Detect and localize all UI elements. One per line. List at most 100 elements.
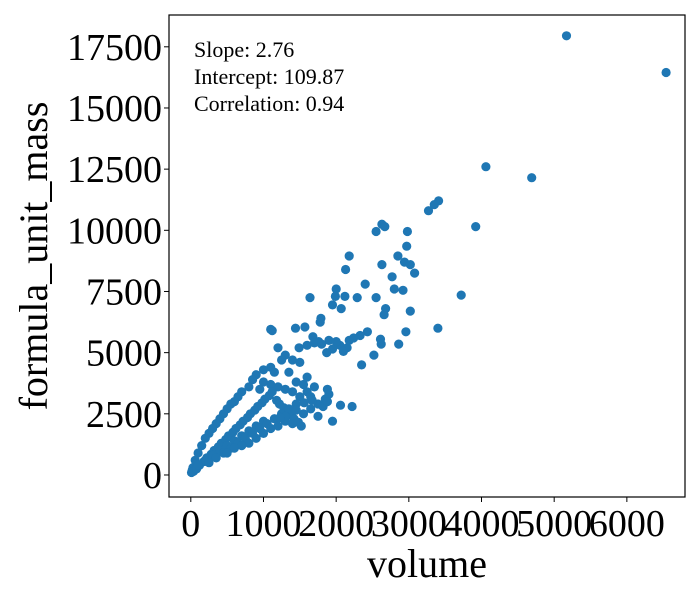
data-point: [258, 365, 269, 375]
data-point: [327, 300, 338, 310]
data-point: [244, 438, 254, 448]
data-point: [269, 367, 279, 377]
data-point: [456, 290, 466, 300]
data-point: [193, 460, 203, 470]
data-point: [371, 293, 381, 303]
data-point: [258, 377, 269, 387]
x-tick-label: 0: [181, 503, 200, 545]
data-point: [267, 387, 277, 397]
data-point: [273, 343, 283, 353]
data-point: [284, 404, 294, 414]
data-point: [405, 306, 415, 316]
data-point: [204, 458, 214, 468]
data-point: [287, 419, 298, 429]
data-point: [336, 304, 346, 314]
data-point: [237, 441, 247, 451]
data-point: [401, 327, 411, 337]
data-point: [305, 293, 315, 303]
data-point: [481, 162, 491, 172]
y-tick-label: 15000: [67, 88, 162, 130]
x-tick-label: 4000: [444, 503, 520, 545]
y-tick-label: 12500: [67, 149, 162, 191]
data-point: [561, 31, 572, 41]
data-point: [341, 264, 351, 275]
data-point: [362, 327, 372, 337]
data-point: [200, 433, 210, 443]
x-tick-label: 3000: [371, 503, 447, 545]
data-point: [258, 428, 269, 438]
data-point: [229, 443, 239, 453]
data-point: [352, 293, 362, 303]
data-point: [193, 448, 203, 458]
data-point: [338, 346, 348, 356]
data-point: [322, 384, 332, 394]
x-tick-label: 2000: [298, 503, 374, 545]
data-point: [244, 382, 254, 392]
data-point: [315, 317, 325, 327]
annotation-correlation: Correlation: 0.94: [194, 91, 344, 116]
data-point: [275, 412, 285, 423]
x-tick-label: 5000: [516, 503, 592, 545]
data-point: [266, 423, 276, 434]
data-point: [394, 339, 404, 349]
x-tick-label: 6000: [589, 503, 665, 545]
y-tick-label: 7500: [86, 271, 162, 313]
data-point: [266, 379, 276, 390]
data-point: [300, 322, 310, 332]
data-point: [527, 173, 537, 183]
data-point: [296, 421, 306, 431]
x-axis-label: volume: [367, 541, 487, 586]
data-point: [273, 421, 283, 431]
data-point: [327, 416, 338, 426]
data-point: [302, 372, 312, 382]
data-point: [284, 367, 294, 377]
data-point: [298, 379, 309, 390]
data-point: [322, 397, 332, 407]
data-point: [398, 285, 408, 295]
data-point: [211, 453, 221, 463]
data-point: [291, 405, 301, 415]
data-point: [291, 377, 301, 387]
data-point: [255, 384, 265, 394]
data-points: [186, 31, 671, 478]
data-point: [267, 326, 277, 336]
data-point: [344, 251, 354, 261]
data-point: [324, 335, 334, 345]
y-tick-label: 0: [143, 455, 162, 497]
data-point: [376, 339, 386, 349]
annotation-slope: Slope: 2.76: [194, 37, 294, 62]
data-point: [287, 387, 298, 397]
data-point: [393, 251, 403, 261]
data-point: [322, 348, 332, 358]
data-point: [423, 206, 434, 216]
data-point: [307, 395, 317, 405]
data-point: [429, 200, 439, 210]
data-point: [290, 323, 301, 333]
y-axis-ticks: 0 2500 5000 7500 10000 12500 15000 17500: [67, 27, 169, 497]
data-point: [387, 272, 397, 282]
x-tick-label: 1000: [225, 503, 301, 545]
data-point: [405, 260, 415, 270]
data-point: [377, 260, 387, 270]
data-point: [380, 222, 390, 232]
y-tick-label: 5000: [86, 333, 162, 375]
data-point: [349, 333, 359, 343]
data-point: [433, 323, 443, 333]
y-axis-label: formula_unit_mass: [11, 102, 56, 411]
data-point: [357, 360, 367, 370]
data-point: [340, 291, 350, 301]
data-point: [331, 284, 341, 294]
data-point: [280, 384, 290, 394]
data-point: [371, 226, 381, 237]
data-point: [251, 433, 261, 443]
data-point: [402, 241, 412, 251]
data-point: [248, 375, 258, 385]
data-point: [317, 339, 327, 349]
data-point: [294, 343, 304, 353]
data-point: [197, 441, 207, 451]
data-point: [347, 401, 357, 412]
data-point: [295, 357, 305, 367]
data-point: [661, 67, 671, 78]
data-point: [277, 355, 287, 365]
